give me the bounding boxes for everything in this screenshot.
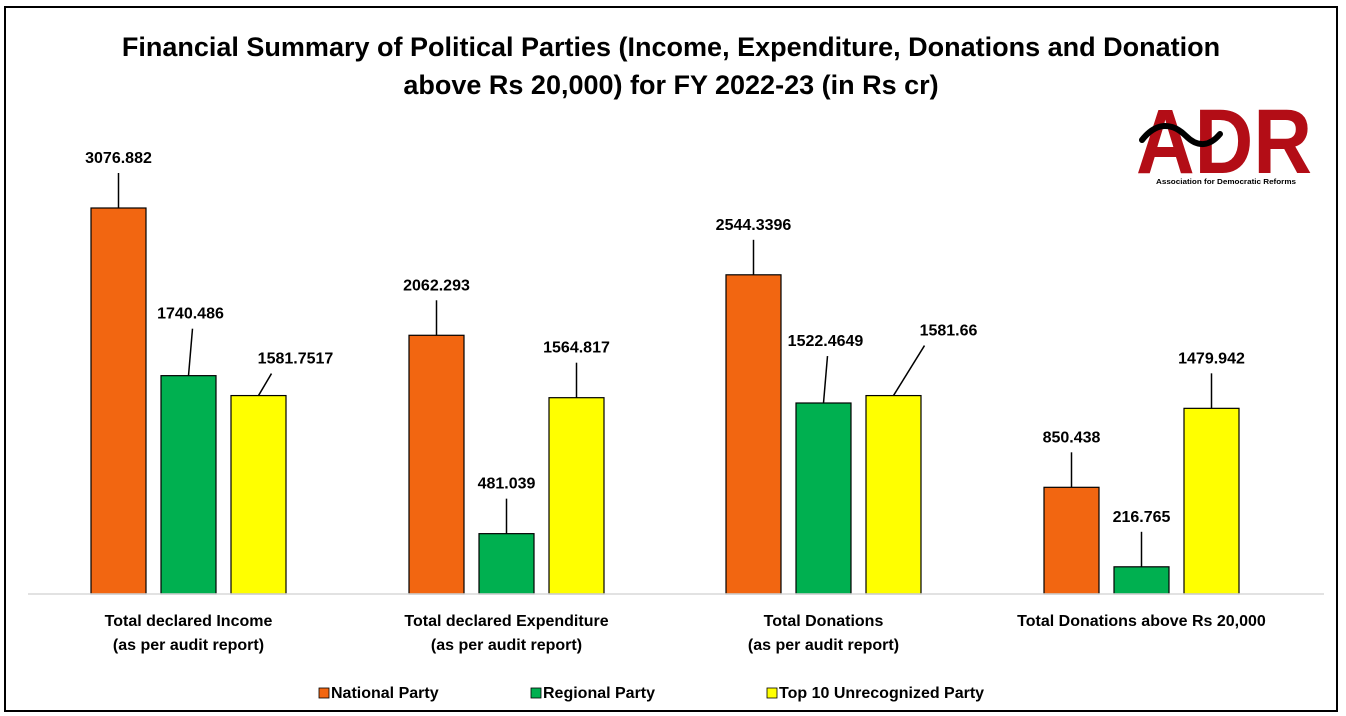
legend-swatch [530,687,542,699]
bar-national-party-4 [1043,486,1100,595]
data-label-top-10-unrecognized-party-4: 1479.942 [1178,350,1245,367]
legend: National Party Regional Party Top 10 Unrec… [318,685,984,702]
legend-swatch [766,687,778,699]
bars [90,207,1240,595]
leader-line-top-10-unrecognized-party-3 [892,345,926,396]
legend-item-top-10-unrecognized-party: Top 10 Unrecognized Party [766,685,984,702]
legend-label: Top 10 Unrecognized Party [779,685,984,702]
tilde-swoosh-icon [1139,123,1223,147]
category-label-2-line-1: Total declared Expenditure [404,613,608,630]
chart-frame: Financial Summary of Political Parties (… [4,6,1338,712]
legend-swatch [318,687,330,699]
bar-regional-party-4 [1113,566,1170,595]
chart-title-line-1: Financial Summary of Political Parties (… [122,32,1220,62]
data-label-national-party-2: 2062.293 [403,277,470,294]
data-label-national-party-1: 3076.882 [85,150,152,167]
chart-title: Financial Summary of Political Parties (… [122,32,1220,100]
data-label-regional-party-4: 216.765 [1113,509,1171,526]
bar-regional-party-1 [160,375,217,595]
adr-logo-letters: ADR [1136,91,1312,193]
data-label-regional-party-1: 1740.486 [157,306,224,323]
data-label-top-10-unrecognized-party-3: 1581.66 [920,323,978,340]
category-labels: Total declared Income (as per audit repor… [105,613,1266,654]
data-label-national-party-4: 850.438 [1043,429,1101,446]
bar-national-party-2 [408,334,465,595]
leader-line-top-10-unrecognized-party-1 [257,373,273,396]
bar-top-10-unrecognized-party-3 [865,394,922,595]
category-label-3-line-1: Total Donations [764,613,884,630]
bar-top-10-unrecognized-party-4 [1183,407,1240,595]
legend-item-regional-party: Regional Party [530,685,655,702]
bar-regional-party-2 [478,533,535,595]
bar-top-10-unrecognized-party-1 [230,394,287,595]
data-label-top-10-unrecognized-party-2: 1564.817 [543,340,610,357]
category-label-1-line-1: Total declared Income [105,613,273,630]
data-label-regional-party-2: 481.039 [478,476,536,493]
legend-label: Regional Party [543,685,655,702]
bar-national-party-1 [90,207,147,595]
data-label-regional-party-3: 1522.4649 [788,333,864,350]
chart-title-line-2: above Rs 20,000) for FY 2022-23 (in Rs c… [403,70,938,100]
data-label-top-10-unrecognized-party-1: 1581.7517 [258,351,334,368]
adr-logo-subtitle: Association for Democratic Reforms [1156,177,1296,186]
label-leader-lines [117,173,1213,567]
category-label-3-line-2: (as per audit report) [748,637,899,654]
bar-chart: Financial Summary of Political Parties (… [28,32,1324,702]
data-labels: 3076.882 1740.486 1581.7517 2062.293 481.039… [85,150,1245,526]
category-label-4-line-1: Total Donations above Rs 20,000 [1017,613,1266,630]
bar-national-party-3 [725,274,782,595]
leader-line-regional-party-3 [822,355,829,404]
bar-regional-party-3 [795,402,852,595]
data-label-national-party-3: 2544.3396 [716,217,792,234]
legend-item-national-party: National Party [318,685,439,702]
category-label-2-line-2: (as per audit report) [431,637,582,654]
category-label-1-line-2: (as per audit report) [113,637,264,654]
leader-line-regional-party-1 [187,328,194,376]
bar-top-10-unrecognized-party-2 [548,397,605,595]
legend-label: National Party [331,685,439,702]
